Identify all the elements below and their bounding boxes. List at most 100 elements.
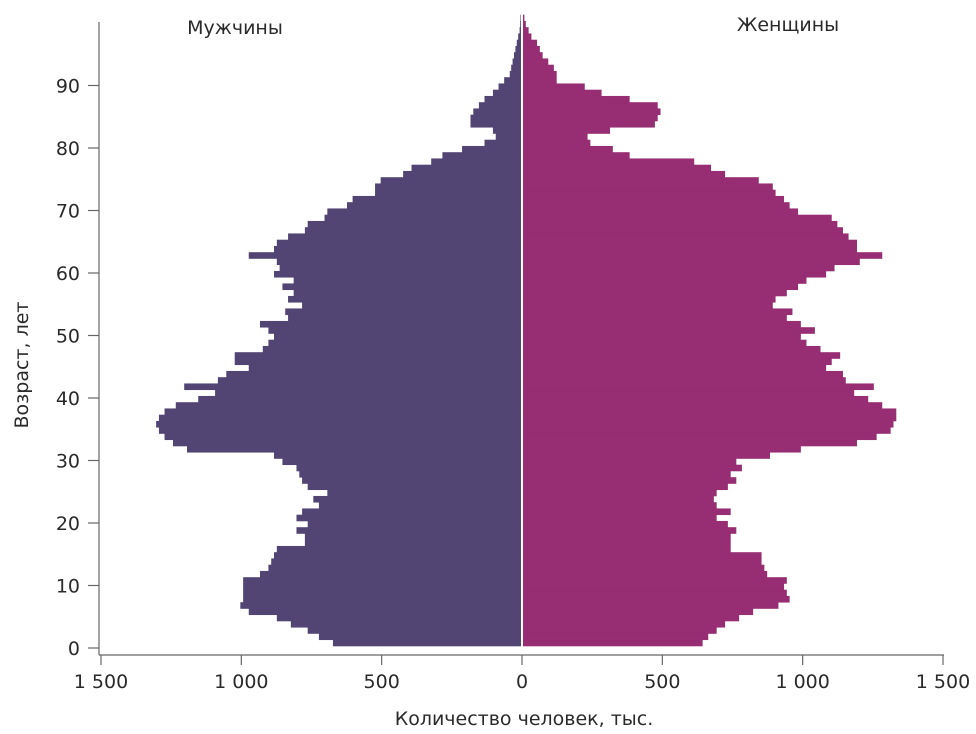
female-bar [523,558,762,566]
male-bar [215,389,521,397]
female-bar [523,320,801,328]
female-bar [523,589,787,597]
male-bar [262,345,521,353]
male-bar [268,339,521,347]
female-bar [523,52,543,59]
female-bar [523,614,740,622]
male-bar [484,95,521,103]
male-bar [164,408,522,416]
male-bar [259,320,521,328]
female-bar [523,133,588,141]
male-bar [516,39,521,47]
female-bar [523,564,765,572]
female-bar [523,639,703,647]
male-bar [198,395,522,403]
male-bar [304,227,521,234]
male-bar [375,183,521,191]
female-bar [523,427,891,434]
female-bar [523,120,655,128]
female-bar [523,464,742,472]
female-bar [523,308,793,316]
y-tick-label: 20 [56,513,80,535]
female-bar [523,289,787,297]
female-bar [523,470,731,478]
y-tick-label: 70 [56,201,80,223]
male-bar [484,139,521,147]
male-bar [217,377,521,384]
male-bar [293,289,521,297]
male-bar [240,602,521,609]
x-tick-label: 1 500 [74,671,128,693]
female-bar [523,277,807,284]
female-bar [523,383,874,391]
male-bar [302,508,521,516]
x-tick-label: 500 [364,671,400,693]
male-bar [299,470,521,478]
female-bar [523,77,557,84]
female-bar [523,602,779,609]
male-bar [234,352,521,359]
male-bar [279,264,521,272]
female-bar [523,139,591,147]
female-bar [523,527,737,534]
male-bar [282,283,521,291]
male-bar [318,633,521,641]
x-axis-title: Количество человек, тыс. [395,708,654,729]
male-bar [243,583,521,591]
male-bar [156,420,521,428]
female-bar [523,608,754,616]
male-bar [268,564,521,572]
male-bar [274,245,521,253]
x-tick-label: 1 500 [916,671,970,693]
female-bar [523,552,762,559]
male-bar [296,527,521,534]
y-tick-label: 10 [56,576,80,598]
male-bar [327,489,521,497]
female-bar [523,452,770,459]
male-bar [504,77,521,84]
male-bar [495,133,521,141]
female-bar [523,502,717,509]
female-bar [523,314,787,322]
male-bar [285,308,521,316]
male-bar [520,14,521,22]
male-bar [520,20,521,28]
male-bar [276,614,521,622]
male-bar [282,458,521,466]
male-bar [274,552,521,559]
male-bar [290,620,521,628]
female-bar [523,477,737,484]
female-bar [523,33,532,41]
female-bar [523,577,787,584]
male-label: Мужчины [187,17,283,39]
female-bar [523,433,877,441]
male-bar [352,195,521,203]
male-bar [411,164,521,172]
female-bar [523,245,857,253]
male-bar [302,477,521,484]
male-bar [288,295,521,303]
y-tick-label: 0 [68,638,80,660]
female-bar [523,414,897,422]
female-bar [523,583,785,591]
female-bar [523,420,894,428]
male-bar [248,364,521,372]
x-tick-label: 1 000 [214,671,268,693]
bars-group [156,14,897,647]
female-bar [523,95,630,103]
male-bar [234,358,521,366]
male-bar [164,433,522,441]
female-bar [523,195,785,203]
male-bar [518,33,521,41]
male-bar [274,333,521,341]
female-bar [523,258,860,266]
male-bar [187,445,521,453]
female-bar [523,158,695,166]
female-bar [523,227,843,234]
male-bar [172,439,521,447]
male-bar [296,464,521,472]
female-bar [523,483,728,491]
y-tick-label: 30 [56,451,80,473]
female-bar [523,214,832,222]
female-bar [523,627,717,634]
